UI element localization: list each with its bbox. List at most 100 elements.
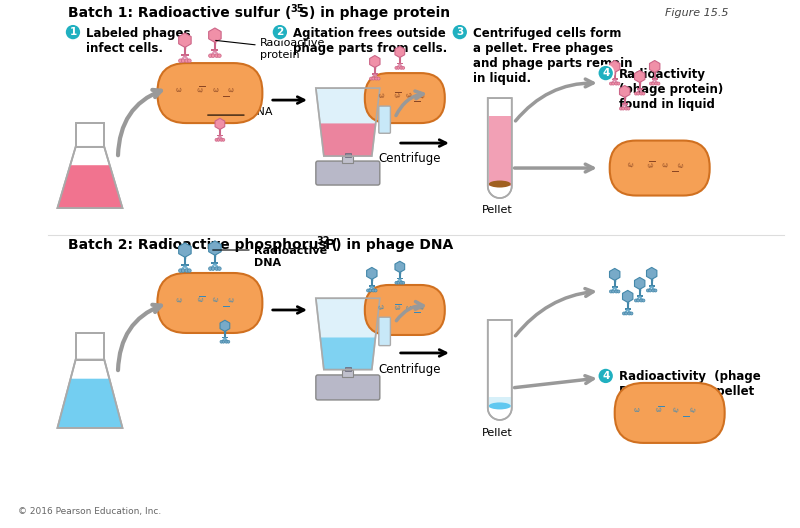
Bar: [345, 366, 351, 371]
Circle shape: [272, 24, 288, 40]
Text: ω: ω: [406, 304, 412, 311]
Text: ω: ω: [378, 92, 384, 99]
Circle shape: [395, 67, 398, 69]
Text: ω: ω: [394, 92, 400, 99]
Polygon shape: [488, 98, 512, 198]
Text: ω: ω: [676, 162, 683, 169]
Text: Labeled phages
infect cells.: Labeled phages infect cells.: [86, 27, 190, 55]
Text: ω: ω: [661, 162, 668, 169]
Circle shape: [598, 65, 614, 81]
Text: Centrifuge: Centrifuge: [378, 363, 441, 376]
Text: ω: ω: [174, 296, 182, 304]
Bar: [397, 278, 402, 279]
FancyBboxPatch shape: [158, 273, 262, 333]
Circle shape: [370, 77, 373, 80]
Ellipse shape: [489, 402, 510, 409]
Circle shape: [222, 138, 225, 142]
Circle shape: [209, 54, 212, 58]
Bar: [625, 308, 630, 310]
Circle shape: [366, 289, 370, 292]
Circle shape: [188, 59, 191, 62]
Circle shape: [400, 281, 402, 284]
Circle shape: [185, 269, 189, 272]
Circle shape: [640, 92, 642, 95]
Text: Radioactivity
(phage protein)
found in liquid: Radioactivity (phage protein) found in l…: [618, 68, 723, 111]
Circle shape: [397, 281, 400, 284]
Circle shape: [402, 67, 405, 69]
Circle shape: [217, 138, 220, 142]
Bar: [612, 286, 618, 288]
Circle shape: [642, 92, 645, 95]
Circle shape: [622, 312, 626, 315]
FancyBboxPatch shape: [379, 106, 390, 133]
Polygon shape: [489, 398, 510, 408]
Bar: [637, 295, 642, 297]
Text: Batch 2: Radioactive phosphorus (: Batch 2: Radioactive phosphorus (: [68, 238, 338, 252]
Text: Centrifuged cells form
a pellet. Free phages
and phage parts remain
in liquid.: Centrifuged cells form a pellet. Free ph…: [473, 27, 632, 85]
Circle shape: [188, 269, 191, 272]
Circle shape: [622, 107, 625, 110]
Polygon shape: [76, 333, 104, 360]
Text: Agitation frees outside
phage parts from cells.: Agitation frees outside phage parts from…: [293, 27, 447, 55]
Text: 4: 4: [602, 371, 610, 381]
Circle shape: [218, 267, 221, 270]
Circle shape: [374, 289, 377, 292]
Circle shape: [178, 269, 182, 272]
Circle shape: [657, 82, 660, 85]
Circle shape: [652, 82, 654, 85]
Circle shape: [628, 312, 630, 315]
Polygon shape: [489, 116, 510, 186]
Polygon shape: [58, 360, 122, 428]
Circle shape: [614, 82, 618, 85]
Text: S) in phage protein: S) in phage protein: [299, 6, 450, 20]
Circle shape: [377, 77, 380, 80]
Circle shape: [630, 312, 633, 315]
Text: ω: ω: [646, 162, 654, 169]
Circle shape: [209, 267, 212, 270]
Text: ω: ω: [227, 296, 234, 304]
Circle shape: [369, 289, 372, 292]
Text: ω: ω: [688, 406, 695, 413]
Polygon shape: [320, 337, 375, 370]
Circle shape: [215, 138, 218, 142]
Text: ω: ω: [633, 406, 640, 413]
Bar: [612, 78, 618, 80]
Text: ω: ω: [196, 296, 203, 304]
Circle shape: [598, 368, 614, 384]
Text: ω: ω: [227, 86, 234, 94]
Text: ω: ω: [655, 407, 662, 413]
Bar: [342, 156, 354, 163]
Text: ω: ω: [671, 406, 679, 414]
Circle shape: [220, 138, 222, 142]
Circle shape: [372, 289, 375, 292]
Circle shape: [637, 92, 640, 95]
Text: ω: ω: [393, 304, 401, 311]
Polygon shape: [488, 320, 512, 420]
Bar: [182, 265, 189, 266]
Bar: [652, 78, 658, 80]
Circle shape: [452, 24, 468, 40]
Text: Figure 15.5: Figure 15.5: [665, 8, 728, 18]
Circle shape: [400, 67, 402, 69]
Polygon shape: [76, 123, 104, 147]
Circle shape: [627, 107, 630, 110]
Text: DNA: DNA: [249, 107, 274, 117]
Circle shape: [215, 54, 218, 58]
Circle shape: [640, 299, 642, 302]
Circle shape: [617, 290, 620, 293]
Circle shape: [649, 289, 652, 292]
Text: 4: 4: [602, 68, 610, 78]
Text: ω: ω: [418, 304, 424, 311]
Bar: [222, 337, 228, 338]
Text: Centrifuge: Centrifuge: [378, 152, 441, 165]
Ellipse shape: [489, 181, 510, 187]
Circle shape: [375, 77, 378, 80]
Text: Radioactive
DNA: Radioactive DNA: [254, 246, 327, 268]
Text: Batch 1: Radioactive sulfur (: Batch 1: Radioactive sulfur (: [68, 6, 291, 20]
Bar: [622, 103, 628, 105]
Text: ω: ω: [175, 87, 182, 94]
Circle shape: [222, 341, 225, 343]
Bar: [649, 285, 654, 287]
Polygon shape: [58, 165, 122, 208]
Circle shape: [185, 59, 189, 62]
